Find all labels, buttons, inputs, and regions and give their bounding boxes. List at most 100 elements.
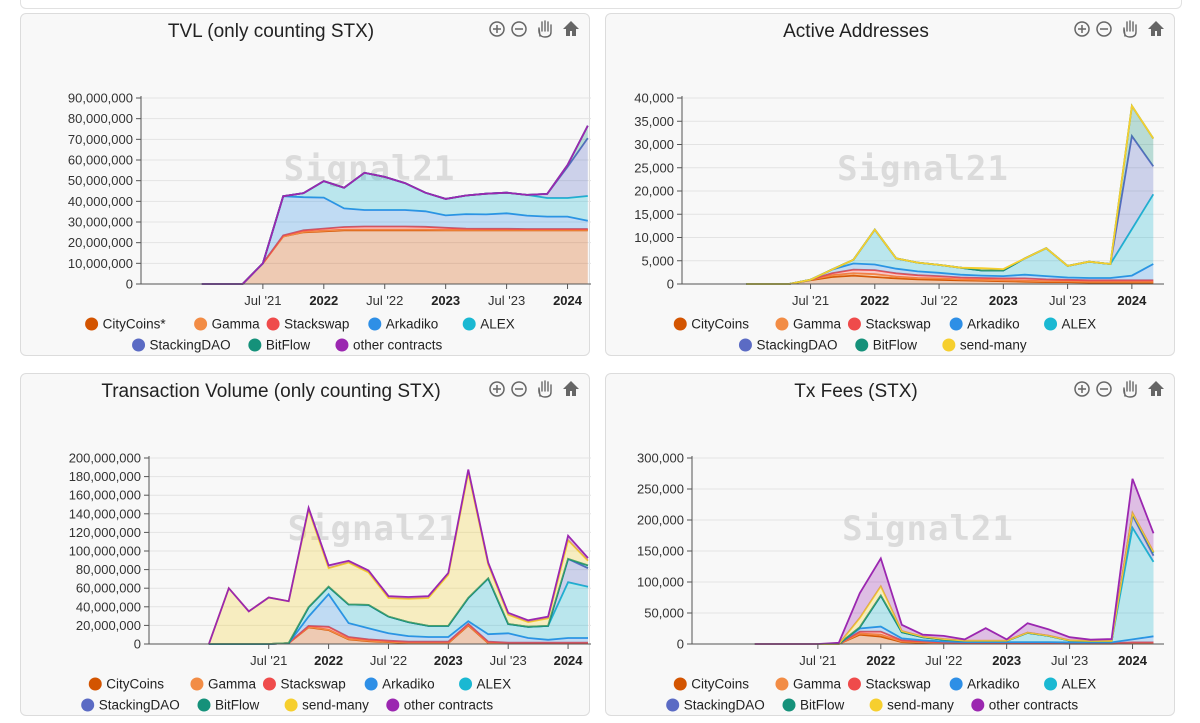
area-arkadiko (746, 263, 1154, 284)
legend-item-gamma[interactable]: Gamma (194, 317, 260, 332)
zoom-in-icon[interactable] (489, 21, 505, 37)
legend-item-arkadiko[interactable]: Arkadiko (368, 317, 438, 332)
x-tick-label: 2023 (992, 653, 1021, 668)
legend-item-gamma[interactable]: Gamma (775, 677, 841, 692)
legend-item-stackingdao[interactable]: StackingDAO (738, 338, 838, 353)
legend-item-alex[interactable]: ALEX (1044, 317, 1096, 332)
legend-label: Arkadiko (967, 317, 1020, 332)
home-reset-icon[interactable] (1148, 21, 1164, 36)
zoom-in-icon[interactable] (1074, 381, 1090, 397)
legend-marker (738, 338, 752, 352)
x-tick-label: 2022 (314, 653, 343, 668)
area-other-contracts (754, 478, 1154, 644)
y-tick-label: 0 (667, 277, 674, 292)
legend-item-gamma[interactable]: Gamma (190, 677, 256, 692)
zoom-out-icon[interactable] (511, 21, 527, 37)
x-tick-label: Jul '23 (1051, 653, 1088, 668)
legend-item-stackswap[interactable]: Stackswap (847, 317, 931, 332)
pan-hand-icon[interactable] (538, 380, 552, 398)
legend-marker (364, 677, 378, 691)
series-line-bitflow (746, 103, 1155, 285)
legend-item-other-contracts[interactable]: other contracts (971, 698, 1078, 713)
y-tick-label: 40,000 (634, 91, 674, 106)
x-tick-label: Jul '21 (244, 293, 281, 308)
zoom-in-icon[interactable] (1074, 21, 1090, 37)
zoom-out-icon[interactable] (1096, 381, 1112, 397)
legend-item-citycoins[interactable]: CityCoins* (85, 317, 166, 332)
legend-marker (949, 677, 963, 691)
x-tick-label: Jul '23 (490, 653, 527, 668)
legend-marker (386, 698, 400, 712)
legend-item-send-many[interactable]: send-many (942, 338, 1027, 353)
y-tick-label: 120,000,000 (69, 525, 141, 540)
legend-item-stackingdao[interactable]: StackingDAO (132, 338, 231, 353)
legend-item-alex[interactable]: ALEX (462, 317, 515, 332)
zoom-out-icon[interactable] (1096, 21, 1112, 37)
watermark: Signal21 (837, 149, 1009, 189)
legend-item-alex[interactable]: ALEX (459, 677, 511, 692)
legend-item-alex[interactable]: ALEX (1044, 677, 1096, 692)
zoom-out-icon[interactable] (511, 381, 527, 397)
legend-item-arkadiko[interactable]: Arkadiko (949, 677, 1020, 692)
area-send-many (746, 105, 1154, 285)
x-tick-label: Jul '22 (366, 293, 403, 308)
x-tick-label: 2022 (866, 653, 895, 668)
legend-item-stackingdao[interactable]: StackingDAO (666, 698, 765, 713)
legend-marker (368, 317, 382, 331)
series-line-stackswap (201, 225, 588, 285)
x-tick-label: Jul '21 (792, 293, 829, 308)
legend-label: BitFlow (873, 338, 918, 353)
legend-item-arkadiko[interactable]: Arkadiko (949, 317, 1020, 332)
watermark: Signal21 (842, 509, 1014, 549)
y-tick-label: 200,000 (637, 513, 684, 528)
y-tick-label: 0 (677, 637, 684, 652)
legend-item-other-contracts[interactable]: other contracts (386, 698, 493, 713)
legend-item-citycoins[interactable]: CityCoins (673, 317, 750, 332)
legend-label: StackingDAO (99, 698, 180, 713)
legend-label: Gamma (793, 677, 842, 692)
pan-hand-icon[interactable] (1123, 380, 1137, 398)
home-reset-icon[interactable] (1148, 381, 1164, 396)
legend-label: Arkadiko (382, 677, 435, 692)
legend-item-citycoins[interactable]: CityCoins (88, 677, 165, 692)
y-tick-label: 60,000,000 (68, 153, 133, 168)
legend-item-stackswap[interactable]: Stackswap (847, 677, 931, 692)
pan-hand-icon[interactable] (1123, 20, 1137, 38)
legend-marker (462, 317, 476, 331)
legend-marker (132, 338, 146, 352)
y-tick-label: 70,000,000 (68, 132, 133, 147)
legend-label: other contracts (404, 698, 494, 713)
home-reset-icon[interactable] (563, 21, 579, 36)
legend-item-stackswap[interactable]: Stackswap (266, 317, 350, 332)
y-tick-label: 250,000 (637, 482, 684, 497)
legend-item-arkadiko[interactable]: Arkadiko (364, 677, 435, 692)
area-alex (746, 194, 1154, 284)
legend-item-bitflow[interactable]: BitFlow (197, 698, 260, 713)
legend-item-bitflow[interactable]: BitFlow (782, 698, 845, 713)
legend-item-other-contracts[interactable]: other contracts (335, 338, 442, 353)
x-tick-label: Jul '22 (925, 653, 962, 668)
legend-label: send-many (960, 338, 1027, 353)
legend-item-send-many[interactable]: send-many (869, 698, 955, 713)
x-tick-label: Jul '23 (1049, 293, 1086, 308)
legend-label: Gamma (212, 317, 261, 332)
legend-item-stackswap[interactable]: Stackswap (262, 677, 346, 692)
x-tick-label: 2022 (309, 293, 338, 308)
legend-marker (194, 317, 208, 331)
home-reset-icon[interactable] (563, 381, 579, 396)
legend-label: other contracts (989, 698, 1079, 713)
x-tick-label: 2023 (989, 293, 1018, 308)
legend-item-bitflow[interactable]: BitFlow (855, 338, 917, 353)
y-tick-label: 20,000 (634, 184, 674, 199)
legend-item-bitflow[interactable]: BitFlow (248, 338, 310, 353)
legend-item-gamma[interactable]: Gamma (775, 317, 841, 332)
zoom-in-icon[interactable] (489, 381, 505, 397)
legend-marker (248, 338, 262, 352)
legend-item-send-many[interactable]: send-many (284, 698, 370, 713)
y-tick-label: 10,000 (634, 230, 674, 245)
legend-label: ALEX (1062, 677, 1097, 692)
legend-item-citycoins[interactable]: CityCoins (673, 677, 750, 692)
legend-marker (284, 698, 298, 712)
legend-item-stackingdao[interactable]: StackingDAO (81, 698, 180, 713)
pan-hand-icon[interactable] (538, 20, 552, 38)
